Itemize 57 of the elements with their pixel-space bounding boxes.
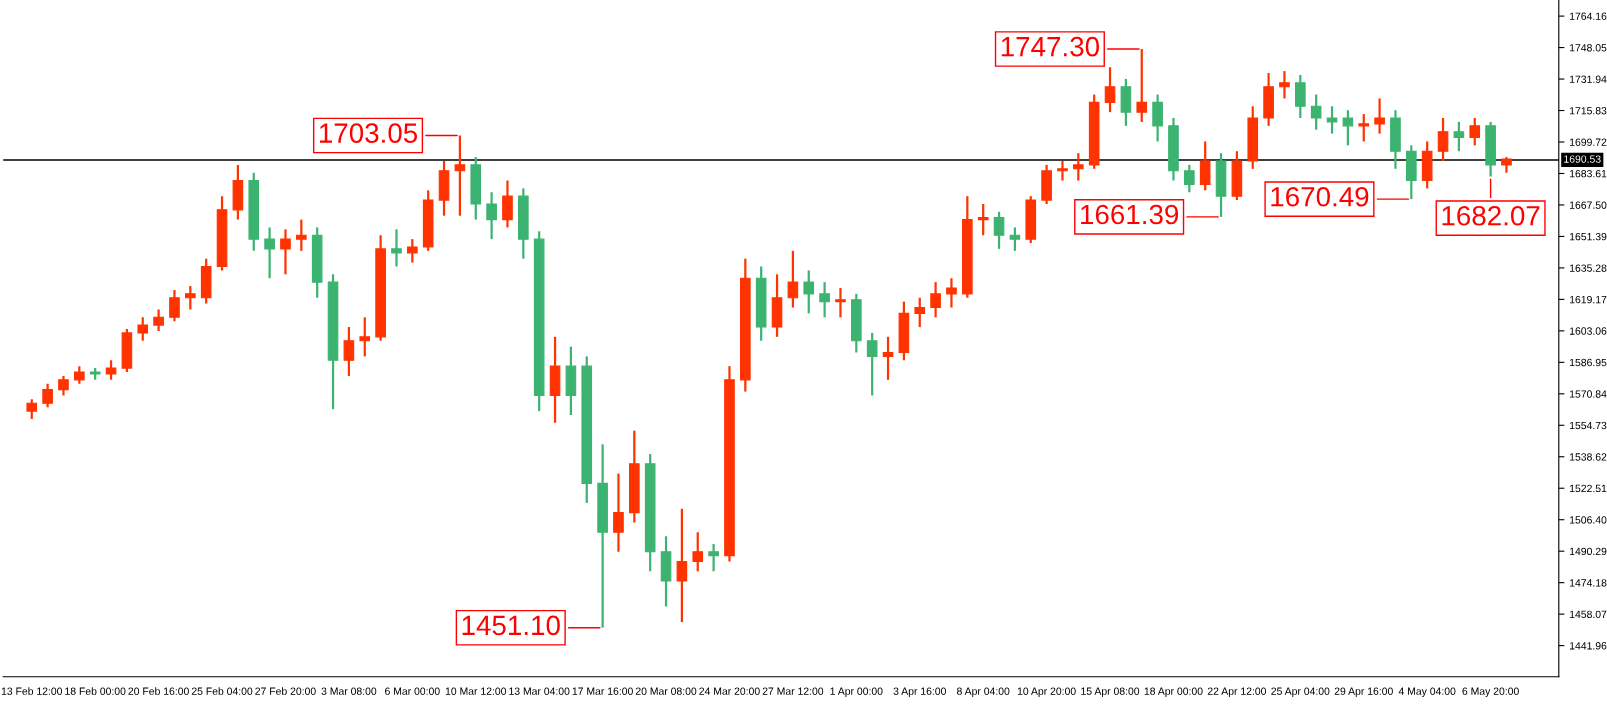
ref-line-label: 1690.53 [1564, 155, 1601, 163]
y-tick-label: 1715.83 [1570, 107, 1607, 115]
y-tick-label: 1619.17 [1570, 295, 1607, 304]
x-tick-label: 20 Mar 08:00 [635, 687, 697, 695]
candlestick [264, 226, 275, 280]
y-tick-label: 1522.51 [1570, 484, 1607, 493]
x-tick-label: 10 Mar 12:00 [445, 687, 507, 695]
x-tick-label: 18 Apr 00:00 [1144, 687, 1203, 697]
x-tick-label: 24 Mar 20:00 [699, 687, 760, 695]
x-tick-label: 4 May 04:00 [1398, 687, 1456, 697]
x-tick-label: 10 Apr 20:00 [1017, 687, 1076, 697]
annotation: 1451.10 [462, 615, 560, 636]
candlestick [137, 316, 149, 342]
annotation: 1661.39 [1081, 204, 1179, 225]
x-tick-label: 3 Apr 16:00 [893, 687, 946, 697]
x-tick-label: 29 Apr 16:00 [1334, 687, 1393, 697]
x-tick-label: 17 Mar 16:00 [572, 687, 633, 695]
y-tick-label: 1586.95 [1570, 358, 1607, 367]
annotation: 1703.05 [319, 123, 418, 143]
x-tick-label: 25 Apr 04:00 [1271, 687, 1330, 697]
y-tick-label: 1474.18 [1570, 579, 1607, 587]
y-tick-label: 1667.50 [1570, 201, 1607, 209]
y-tick-label: 1603.06 [1570, 327, 1607, 335]
y-tick-label: 1699.72 [1570, 138, 1607, 146]
y-tick-label: 1554.73 [1570, 421, 1607, 430]
y-tick-label: 1731.94 [1570, 75, 1607, 83]
x-tick-label: 27 Mar 12:00 [762, 687, 824, 695]
y-tick-label: 1651.39 [1570, 232, 1607, 241]
x-tick-label: 15 Apr 08:00 [1081, 687, 1140, 697]
x-tick-label: 18 Feb 00:00 [65, 687, 126, 695]
x-tick-label: 6 Mar 00:00 [385, 687, 440, 695]
annotation: 1747.30 [1001, 36, 1100, 57]
y-tick-label: 1748.05 [1570, 44, 1607, 52]
y-tick-label: 1506.40 [1570, 516, 1607, 524]
x-tick-label: 20 Feb 16:00 [128, 687, 189, 695]
x-tick-label: 13 Feb 12:00 [1, 687, 63, 695]
x-tick-label: 25 Feb 04:00 [191, 687, 253, 695]
y-tick-label: 1635.28 [1570, 264, 1607, 272]
x-tick-label: 27 Feb 20:00 [255, 687, 316, 695]
annotation: 1682.07 [1442, 205, 1540, 226]
y-tick-label: 1764.16 [1570, 12, 1607, 20]
x-tick-label: 22 Apr 12:00 [1207, 687, 1267, 697]
annotation: 1670.49 [1271, 186, 1369, 207]
x-tick-label: 8 Apr 04:00 [956, 687, 1010, 697]
x-tick-label: 1 Apr 00:00 [830, 687, 883, 697]
candlestick [89, 366, 101, 381]
x-tick-label: 6 May 20:00 [1462, 687, 1519, 697]
y-tick-label: 1490.29 [1570, 547, 1607, 556]
y-tick-label: 1538.62 [1570, 453, 1607, 461]
y-tick-label: 1683.61 [1570, 169, 1607, 178]
y-tick-label: 1458.07 [1570, 610, 1607, 619]
x-tick-label: 13 Mar 04:00 [509, 687, 570, 695]
y-tick-label: 1570.84 [1570, 390, 1607, 398]
x-tick-label: 3 Mar 08:00 [321, 687, 377, 695]
candlestick [803, 269, 815, 315]
candlestick [1326, 105, 1338, 135]
y-tick-label: 1441.96 [1570, 642, 1607, 650]
